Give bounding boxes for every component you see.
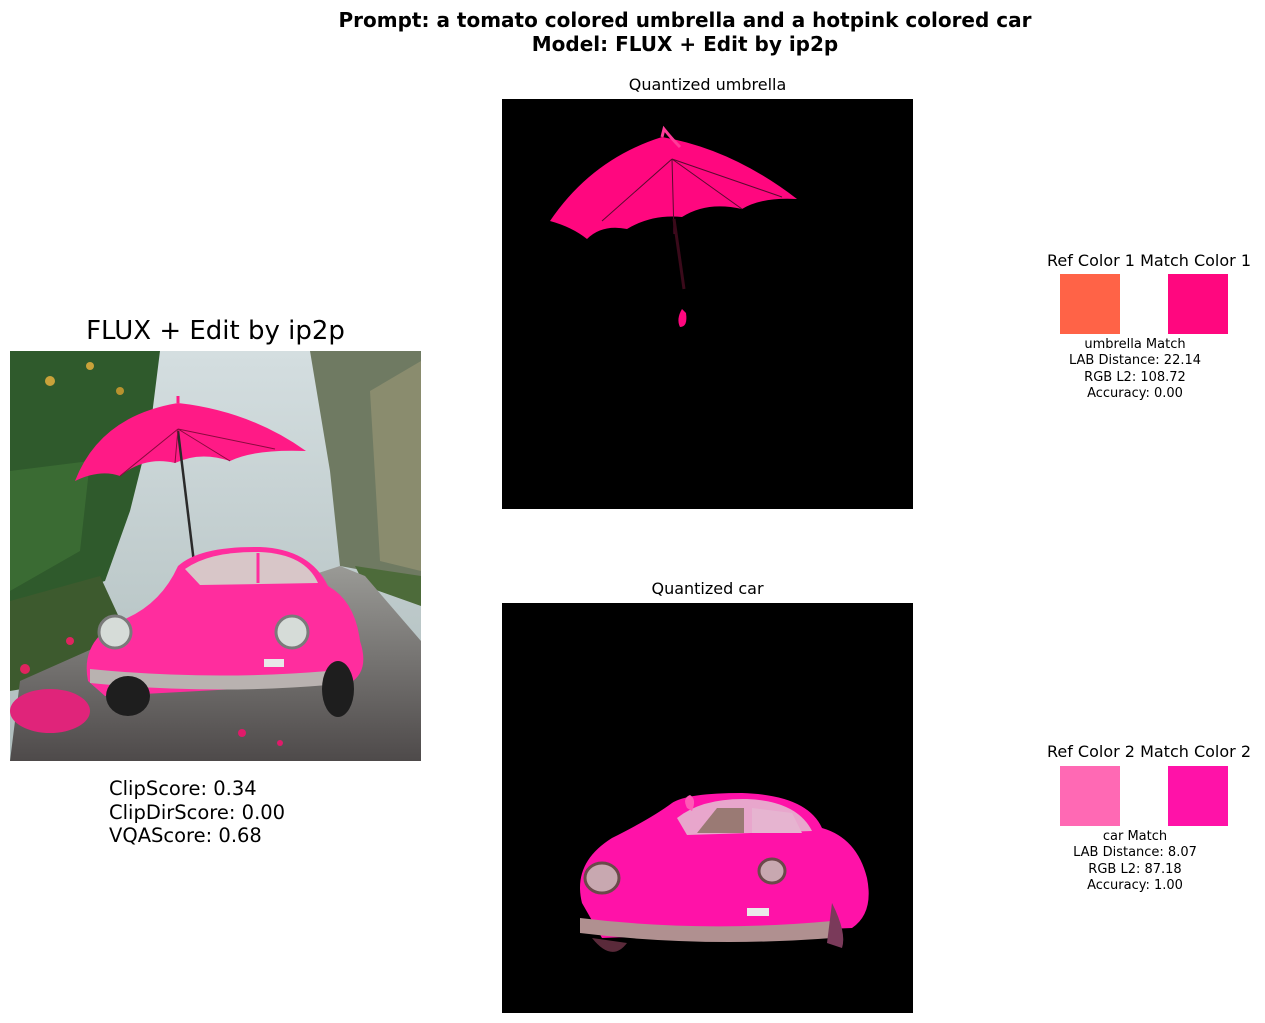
- match-color-1-label: Match Color 1: [1140, 251, 1252, 270]
- umbrella-match-title: umbrella Match: [1084, 337, 1186, 352]
- ref-color-2-label: Ref Color 2: [1046, 742, 1135, 761]
- ref-color-2-swatch: [1060, 766, 1120, 826]
- car-match-info: car Match LAB Distance: 8.07 RGB L2: 87.…: [1050, 829, 1220, 894]
- car-rgb-l2: RGB L2: 87.18: [1088, 861, 1182, 877]
- car-panel-title: Quantized car: [651, 579, 764, 598]
- generated-image: [10, 351, 421, 761]
- quantized-car-image: [502, 603, 913, 1013]
- car-lab-distance: LAB Distance: 8.07: [1073, 845, 1197, 861]
- score-list: ClipScore: 0.34 ClipDirScore: 0.00 VQASc…: [109, 777, 285, 848]
- match-color-2-swatch: [1168, 766, 1228, 826]
- quantized-umbrella-image: [502, 99, 913, 509]
- match-color-2-label: Match Color 2: [1140, 742, 1252, 761]
- ref-color-1-swatch: [1060, 274, 1120, 334]
- clip-score: ClipScore: 0.34: [109, 777, 257, 800]
- ref-color-1-label: Ref Color 1: [1046, 251, 1135, 270]
- umbrella-match-info: umbrella Match LAB Distance: 22.14 RGB L…: [1050, 337, 1220, 402]
- car-swatch-titles: Ref Color 2 Match Color 2: [1039, 742, 1259, 762]
- clipdir-score: ClipDirScore: 0.00: [109, 800, 286, 824]
- umbrella-swatch-titles: Ref Color 1 Match Color 1: [1039, 251, 1259, 271]
- car-match-title: car Match: [1102, 829, 1168, 844]
- umbrella-rgb-l2: RGB L2: 108.72: [1084, 369, 1186, 385]
- prompt-text: Prompt: a tomato colored umbrella and a …: [338, 8, 1032, 32]
- car-accuracy: Accuracy: 1.00: [1087, 877, 1183, 893]
- umbrella-accuracy: Accuracy: 0.00: [1087, 385, 1183, 401]
- umbrella-lab-distance: LAB Distance: 22.14: [1068, 353, 1202, 369]
- umbrella-panel-title: Quantized umbrella: [628, 75, 787, 94]
- generated-image-title: FLUX + Edit by ip2p: [86, 316, 345, 346]
- model-text: Model: FLUX + Edit by ip2p: [531, 32, 839, 56]
- match-color-1-swatch: [1168, 274, 1228, 334]
- figure-title: Prompt: a tomato colored umbrella and a …: [0, 8, 1265, 56]
- vqa-score: VQAScore: 0.68: [109, 824, 262, 847]
